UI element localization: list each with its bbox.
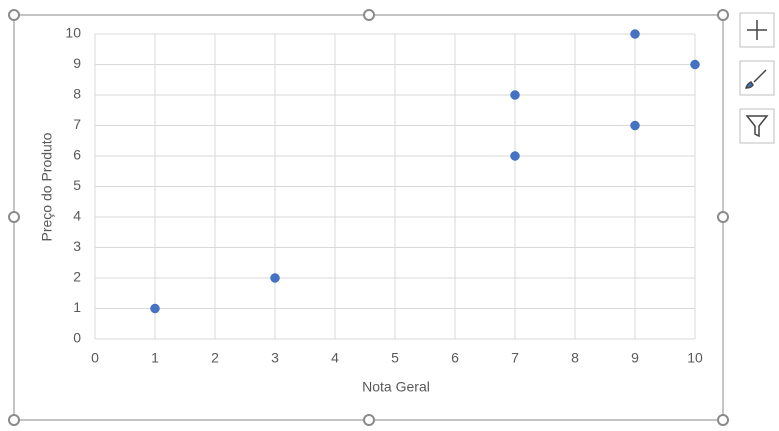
y-tick-label: 4 [73, 208, 81, 224]
y-tick-label: 9 [73, 55, 81, 71]
y-tick-label: 5 [73, 177, 81, 193]
x-tick-label: 2 [211, 350, 219, 366]
x-tick-label: 1 [151, 350, 159, 366]
chart-elements-button[interactable] [739, 12, 775, 48]
chart-styles-button[interactable] [739, 60, 775, 96]
handle[interactable] [717, 211, 729, 223]
plot-area: 0 1 2 3 4 5 6 7 8 9 10 0 1 2 3 4 5 6 7 8 9 10 [65, 25, 703, 366]
x-tick-label: 9 [631, 350, 639, 366]
y-axis-title: Preço do Produto [39, 132, 55, 241]
y-tick-label: 1 [73, 299, 81, 315]
point [270, 273, 280, 283]
x-tick-label: 8 [571, 350, 579, 366]
point [510, 151, 520, 161]
button[interactable] [739, 108, 775, 144]
x-tick-label: 7 [511, 350, 519, 366]
brush-icon [745, 69, 767, 89]
point [150, 303, 160, 314]
resize-handles[interactable] [8, 9, 729, 426]
handle[interactable] [8, 9, 20, 21]
x-tick-label: 5 [391, 350, 399, 366]
chart-filters-button[interactable] [739, 108, 775, 144]
x-tick-label: 0 [91, 350, 99, 366]
handle[interactable] [8, 414, 20, 426]
handle[interactable] [717, 414, 729, 426]
x-tick-label: 10 [687, 350, 703, 366]
handle[interactable] [8, 211, 20, 223]
point [630, 29, 640, 39]
y-tick-label: 0 [73, 330, 81, 346]
x-tick-label: 6 [451, 350, 459, 366]
y-tick-label: 6 [73, 147, 81, 163]
y-tick-label: 10 [65, 25, 81, 41]
x-tick-label: 4 [331, 350, 339, 366]
handle[interactable] [363, 414, 375, 426]
point [690, 59, 700, 70]
filter-icon [745, 115, 769, 138]
y-tick-label: 2 [73, 269, 81, 285]
plus-icon [747, 20, 767, 40]
y-tick-label: 7 [73, 116, 81, 132]
x-tick-label: 3 [271, 350, 279, 366]
y-tick-label: 3 [73, 238, 81, 254]
handle[interactable] [363, 9, 375, 21]
y-tick-label: 8 [73, 86, 81, 102]
point [510, 90, 520, 100]
handle[interactable] [717, 9, 729, 21]
point [630, 120, 640, 131]
x-axis-title: Nota Geral [362, 379, 430, 395]
